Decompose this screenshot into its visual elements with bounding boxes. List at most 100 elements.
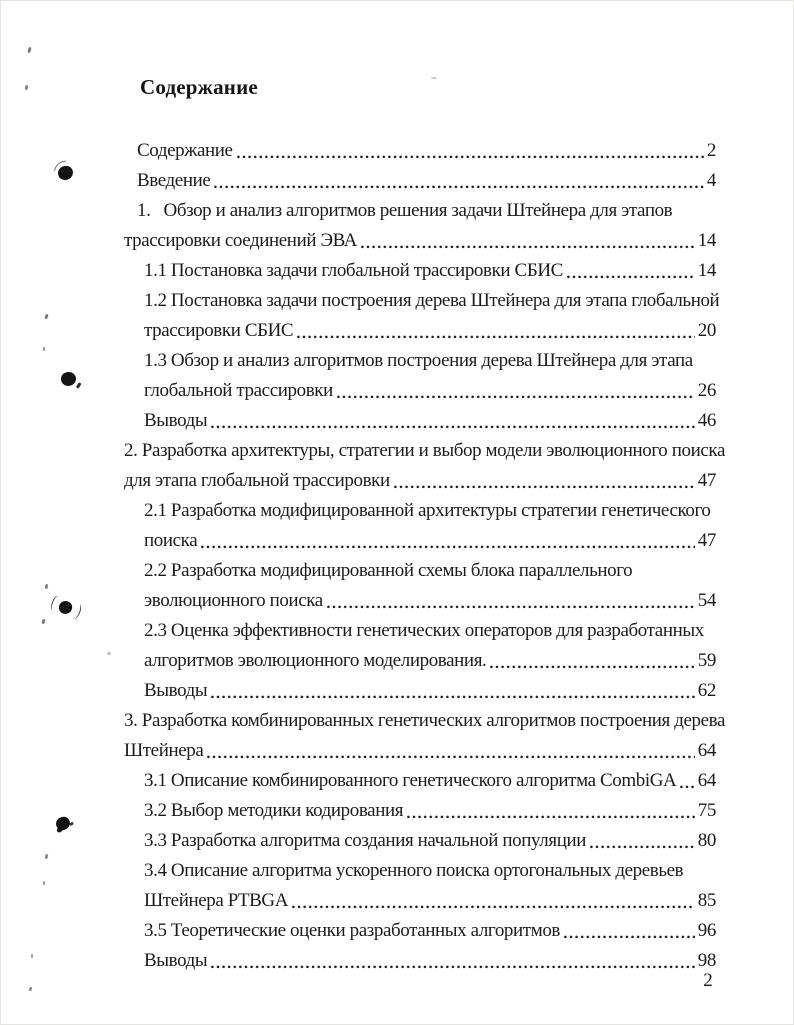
scan-speck-artifact — [44, 313, 49, 320]
toc-line: 3.5 Теоретические оценки разработанных а… — [124, 916, 716, 946]
dot-leader — [297, 335, 695, 339]
dot-leader — [336, 395, 695, 399]
dot-leader — [566, 275, 695, 279]
ink-blob-artifact — [54, 815, 72, 832]
toc-page-number: 64 — [697, 770, 717, 791]
toc-page-number: 98 — [697, 950, 717, 971]
toc-entry-text: 2. Разработка архитектуры, стратегии и в… — [124, 440, 726, 461]
scan-speck-artifact — [27, 46, 32, 54]
toc-page-number: 64 — [697, 740, 717, 761]
toc-entry-text: 3.3 Разработка алгоритма создания началь… — [144, 830, 587, 851]
dot-leader — [211, 695, 695, 699]
toc-entry-text: Штейнера PTBGA — [144, 890, 289, 911]
toc-page-number: 2 — [706, 140, 717, 161]
toc-entry-text: 3. Разработка комбинированных генетическ… — [124, 710, 725, 731]
toc-page-number: 80 — [697, 830, 717, 851]
scan-speck-artifact — [43, 347, 45, 351]
toc-line: 3.2 Выбор методики кодирования 75 — [124, 796, 716, 826]
toc-page-number: 47 — [697, 530, 717, 551]
toc-page-number: 62 — [697, 680, 717, 701]
dot-leader — [393, 485, 695, 489]
dot-leader — [201, 545, 695, 549]
toc-entry-text: 3.4 Описание алгоритма ускоренного поиск… — [144, 860, 684, 881]
dot-leader — [211, 965, 695, 969]
toc-line: Выводы 46 — [124, 406, 716, 436]
toc-entry-text: 3.1 Описание комбинированного генетическ… — [144, 770, 677, 791]
toc-entry-text: Введение — [137, 170, 211, 191]
toc-line: 2.2 Разработка модифицированной схемы бл… — [124, 556, 716, 586]
toc-page-number: 4 — [706, 170, 717, 191]
footer-page-number: 2 — [703, 970, 713, 991]
toc-entry-text: 2.1 Разработка модифицированной архитект… — [144, 500, 711, 521]
toc-line: 3.1 Описание комбинированного генетическ… — [124, 766, 716, 796]
toc-entry-text: алгоритмов эволюционного моделирования. — [144, 650, 487, 671]
toc-entry-text: поиска — [144, 530, 198, 551]
toc-entry-text: 1.2 Постановка задачи построения дерева … — [144, 290, 720, 311]
toc-line: 1.2 Постановка задачи построения дерева … — [124, 286, 720, 316]
toc-entry-text: эволюционного поиска — [144, 590, 323, 611]
toc-line: 3. Разработка комбинированных генетическ… — [124, 706, 725, 736]
toc-page-number: 85 — [697, 890, 717, 911]
toc-line: 2. Разработка архитектуры, стратегии и в… — [124, 436, 725, 466]
scan-speck-artifact — [107, 652, 111, 655]
ink-blob-artifact — [57, 599, 74, 616]
dot-leader — [236, 155, 704, 159]
toc-page-number: 96 — [697, 920, 717, 941]
toc-entry-text: 2.2 Разработка модифицированной схемы бл… — [144, 560, 633, 581]
toc-entry-text: трассировки соединений ЭВА — [124, 230, 358, 251]
toc-entry-text: трассировки СБИС — [144, 320, 294, 341]
scan-speck-artifact — [28, 986, 33, 992]
toc-page-number: 59 — [697, 650, 717, 671]
toc-entry-text: 1. Обзор и анализ алгоритмов решения зад… — [137, 200, 673, 221]
dot-leader — [407, 815, 695, 819]
toc-entry-text: Выводы — [144, 410, 208, 431]
toc-entry-text: 3.2 Выбор методики кодирования — [144, 800, 404, 821]
toc-entry-text: 1.3 Обзор и анализ алгоритмов построения… — [144, 350, 693, 371]
toc-line: Выводы 98 — [124, 946, 716, 976]
dot-leader — [211, 425, 695, 429]
toc-line: Содержание 2 — [124, 136, 716, 166]
dot-leader — [292, 905, 695, 909]
scan-speck-artifact — [31, 954, 33, 958]
page-title: Содержание — [140, 75, 258, 99]
toc-line: 1.1 Постановка задачи глобальной трассир… — [124, 256, 716, 286]
toc-page-number: 46 — [697, 410, 717, 431]
toc-line: 2.1 Разработка модифицированной архитект… — [124, 496, 716, 526]
toc-entry-text: Выводы — [144, 680, 208, 701]
toc-entry-text: Выводы — [144, 950, 208, 971]
toc-line: для этапа глобальной трассировки 47 — [124, 466, 716, 496]
toc-line: 1. Обзор и анализ алгоритмов решения зад… — [124, 196, 716, 226]
dot-leader — [590, 845, 695, 849]
scan-speck-artifact — [41, 618, 46, 625]
toc-line: Выводы 62 — [124, 676, 716, 706]
toc-page-number: 75 — [697, 800, 717, 821]
toc-page-number: 54 — [697, 590, 717, 611]
toc-entry-text: 3.5 Теоретические оценки разработанных а… — [144, 920, 560, 941]
toc-line: Штейнера PTBGA 85 — [124, 886, 716, 916]
toc-line: глобальной трассировки 26 — [124, 376, 716, 406]
toc-entry-text: глобальной трассировки — [144, 380, 333, 401]
toc-line: 1.3 Обзор и анализ алгоритмов построения… — [124, 346, 716, 376]
toc-entry-text: 2.3 Оценка эффективности генетических оп… — [144, 620, 704, 641]
toc-page-number: 26 — [697, 380, 717, 401]
dot-leader — [326, 605, 695, 609]
toc-entry-text: для этапа глобальной трассировки — [124, 470, 390, 491]
scan-speck-artifact — [43, 881, 45, 885]
toc-list: Содержание 2 Введение 4 1. Обзор и анализ ал… — [124, 136, 725, 976]
scan-speck-artifact — [431, 77, 437, 79]
scan-speck-artifact — [44, 583, 49, 590]
dot-leader — [680, 785, 695, 789]
ink-blob-artifact — [56, 164, 75, 182]
toc-line: эволюционного поиска 54 — [124, 586, 716, 616]
scan-speck-artifact — [24, 84, 29, 91]
toc-line: трассировки СБИС 20 — [124, 316, 716, 346]
dot-leader — [564, 935, 695, 939]
dot-leader — [361, 245, 695, 249]
toc-line: поиска 47 — [124, 526, 716, 556]
dot-leader — [214, 185, 704, 189]
toc-entry-text: 1.1 Постановка задачи глобальной трассир… — [144, 260, 563, 281]
toc-line: Штейнера 64 — [124, 736, 716, 766]
toc-line: алгоритмов эволюционного моделирования. 5… — [124, 646, 716, 676]
toc-page-number: 14 — [697, 230, 717, 251]
